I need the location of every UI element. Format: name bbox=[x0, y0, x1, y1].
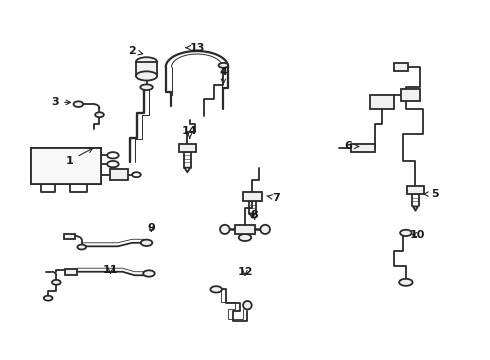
Bar bbox=[243, 192, 262, 201]
Text: 5: 5 bbox=[424, 189, 439, 199]
Text: 6: 6 bbox=[344, 141, 359, 152]
Text: 14: 14 bbox=[182, 126, 197, 138]
Ellipse shape bbox=[95, 112, 104, 117]
Ellipse shape bbox=[74, 101, 83, 107]
Ellipse shape bbox=[400, 230, 412, 236]
Text: 11: 11 bbox=[103, 265, 118, 275]
Bar bbox=[394, 63, 408, 71]
Ellipse shape bbox=[140, 84, 153, 90]
Ellipse shape bbox=[399, 279, 413, 286]
Ellipse shape bbox=[239, 234, 251, 241]
Ellipse shape bbox=[136, 57, 157, 66]
Ellipse shape bbox=[136, 71, 157, 81]
Text: 8: 8 bbox=[251, 210, 259, 220]
Text: 3: 3 bbox=[51, 98, 71, 107]
Ellipse shape bbox=[219, 63, 228, 68]
Text: 13: 13 bbox=[186, 43, 205, 53]
Bar bbox=[136, 62, 157, 76]
Ellipse shape bbox=[220, 225, 230, 234]
Text: 9: 9 bbox=[147, 222, 155, 233]
Bar bbox=[351, 144, 375, 153]
Text: 12: 12 bbox=[237, 267, 253, 277]
Bar bbox=[110, 170, 128, 180]
Ellipse shape bbox=[210, 286, 222, 293]
Bar bbox=[65, 269, 77, 275]
Bar bbox=[407, 186, 424, 194]
Ellipse shape bbox=[243, 301, 252, 310]
Ellipse shape bbox=[143, 270, 155, 277]
Bar bbox=[370, 95, 394, 109]
Ellipse shape bbox=[44, 296, 52, 301]
Bar bbox=[179, 144, 196, 152]
Text: 4: 4 bbox=[220, 67, 227, 84]
Ellipse shape bbox=[107, 152, 119, 158]
Bar bbox=[401, 89, 420, 100]
Ellipse shape bbox=[141, 240, 152, 246]
Ellipse shape bbox=[52, 280, 61, 285]
Text: 10: 10 bbox=[410, 230, 425, 240]
Text: 1: 1 bbox=[66, 148, 93, 166]
Bar bbox=[31, 148, 101, 184]
Text: 7: 7 bbox=[267, 193, 280, 203]
Ellipse shape bbox=[107, 161, 119, 167]
Ellipse shape bbox=[260, 225, 270, 234]
Bar bbox=[235, 225, 255, 234]
Ellipse shape bbox=[77, 244, 86, 249]
Text: 2: 2 bbox=[128, 46, 143, 56]
Bar bbox=[64, 234, 75, 239]
Ellipse shape bbox=[132, 172, 141, 177]
